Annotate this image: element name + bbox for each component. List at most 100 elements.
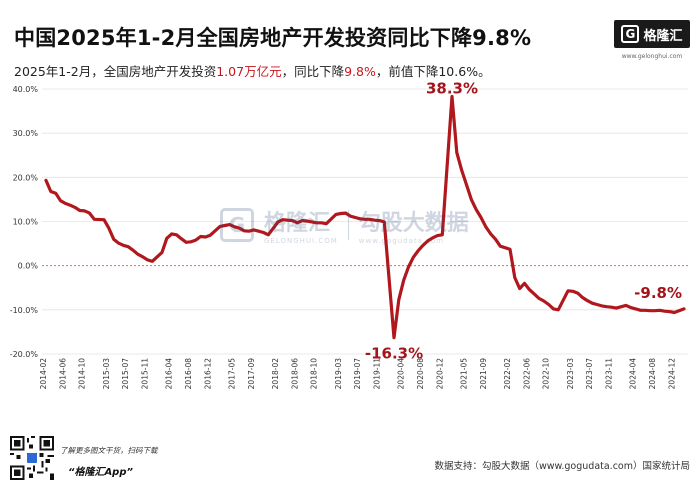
data-point [141, 255, 144, 258]
data-point [407, 265, 410, 268]
data-point [624, 304, 627, 307]
x-tick-label: 2016-08 [184, 358, 193, 390]
data-point [180, 237, 183, 240]
y-axis: -20.0% -10.0% 0.0% 10.0% 20.0% 30.0% 40.0% [10, 85, 39, 359]
data-point [547, 303, 550, 306]
x-tick-label: 2017-05 [228, 358, 237, 390]
series-line [44, 94, 686, 340]
data-point [228, 223, 231, 226]
qr-caption: 了解更多图文干货，扫码下载 [60, 446, 158, 455]
x-tick-label: 2019-03 [334, 358, 343, 390]
data-point [431, 236, 434, 239]
data-point [93, 218, 96, 221]
data-point [363, 218, 366, 221]
data-point [122, 244, 125, 247]
x-tick-label: 2019-07 [353, 358, 362, 390]
qr-code-icon[interactable] [10, 436, 54, 480]
data-point [305, 219, 308, 222]
data-point [600, 304, 603, 307]
data-point [508, 248, 511, 251]
x-tick-label: 2018-10 [310, 358, 319, 390]
data-point [586, 299, 589, 302]
x-tick-label: 2019-11 [373, 358, 382, 390]
x-tick-label: 2024-12 [667, 358, 676, 390]
data-point [102, 218, 105, 221]
logo-name: 格隆汇 [643, 28, 683, 44]
data-point [175, 233, 178, 236]
subtitle-text-2: ，同比下降 [281, 64, 345, 79]
x-tick-label: 2014-02 [39, 358, 48, 390]
data-point [339, 212, 342, 215]
x-tick-label: 2018-02 [271, 358, 280, 390]
subtitle-text-3: ，前值下降10.6%。 [375, 64, 491, 79]
data-point [64, 202, 67, 205]
data-point [185, 241, 188, 244]
data-point [595, 303, 598, 306]
data-point [383, 220, 386, 223]
data-point [649, 309, 652, 312]
x-tick-label: 2023-11 [605, 358, 614, 390]
data-point [69, 204, 72, 207]
data-label: 38.3% [426, 80, 478, 98]
data-point [566, 289, 569, 292]
gelonghui-logo: G 格隆汇 [614, 20, 690, 48]
data-point [373, 219, 376, 222]
y-tick-label: 40.0% [13, 85, 39, 94]
x-tick-label: 2021-05 [460, 358, 469, 390]
x-tick-label: 2021-09 [479, 358, 488, 390]
x-tick-label: 2022-10 [542, 358, 551, 390]
x-tick-label: 2023-07 [585, 358, 594, 390]
subtitle-highlight-amount: 1.07万亿元 [216, 64, 282, 79]
x-tick-label: 2022-02 [503, 358, 512, 390]
data-point [682, 307, 685, 310]
data-point [426, 239, 429, 242]
data-point [668, 310, 671, 313]
data-label: -9.8% [634, 284, 682, 302]
data-point [296, 221, 299, 224]
y-tick-label: 30.0% [13, 129, 39, 138]
data-point [344, 212, 347, 215]
x-tick-label: 2020-08 [416, 358, 425, 390]
x-tick-label: 2018-06 [290, 358, 299, 390]
data-point [238, 227, 241, 230]
data-point [673, 311, 676, 314]
y-tick-label: 20.0% [13, 173, 39, 182]
data-point [257, 230, 260, 233]
data-point [262, 231, 265, 234]
data-point [576, 291, 579, 294]
data-point [644, 309, 647, 312]
data-source: 数据支持：勾股大数据（www.gogudata.com）国家统计局 [434, 461, 690, 472]
x-tick-label: 2016-04 [165, 358, 174, 390]
data-point [629, 306, 632, 309]
data-point [557, 308, 560, 311]
x-tick-label: 2014-06 [58, 358, 67, 390]
x-tick-label: 2024-04 [629, 358, 638, 390]
data-point [276, 220, 279, 223]
grid-lines [42, 88, 688, 355]
data-point [518, 287, 521, 290]
data-point [73, 206, 76, 209]
data-point [417, 249, 420, 252]
data-point [421, 244, 424, 247]
y-tick-label: 0.0% [18, 262, 39, 271]
data-point [199, 235, 202, 238]
x-tick-label: 2014-10 [78, 358, 87, 390]
data-point [117, 242, 120, 245]
x-tick-label: 2022-06 [522, 358, 531, 390]
data-point [136, 253, 139, 256]
x-tick-label: 2024-08 [648, 358, 657, 390]
data-point [663, 310, 666, 313]
logo-mark-icon: G [621, 25, 640, 43]
data-point [320, 221, 323, 224]
data-point [233, 225, 236, 228]
x-tick-label: 2020-12 [435, 358, 444, 390]
data-point [605, 305, 608, 308]
data-point [533, 292, 536, 295]
data-point [354, 216, 357, 219]
data-point [165, 237, 168, 240]
data-point [479, 216, 482, 219]
data-point [513, 276, 516, 279]
data-point [359, 217, 362, 220]
data-point [107, 227, 110, 230]
data-point [470, 198, 473, 201]
